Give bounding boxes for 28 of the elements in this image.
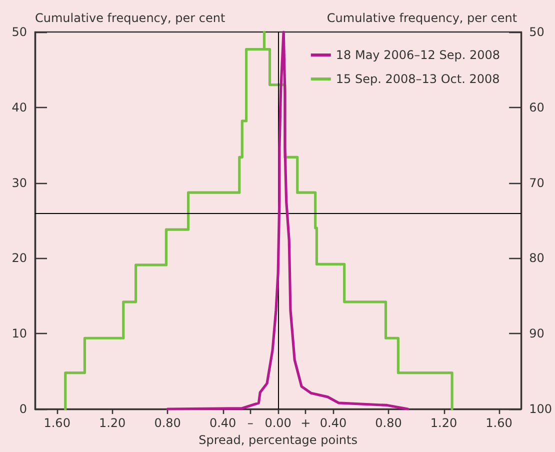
y-tick-label: 10 [12,326,27,341]
x-tick-label: 0.80 [375,416,402,430]
y2-tick-label: 90 [529,326,544,341]
y2-axis-title: Cumulative frequency, per cent [326,11,518,25]
x-tick-label: 1.20 [98,416,126,430]
y2-tick-label: 100 [529,402,552,416]
legend-label: 15 Sep. 2008–13 Oct. 2008 [336,72,500,86]
y2-tick-label: 80 [529,251,544,266]
x-axis-title: Spread, percentage points [198,432,358,447]
legend-label: 18 May 2006–12 Sep. 2008 [336,48,500,62]
x-tick-label: 1.20 [430,416,458,430]
x-tick-label: 1.60 [486,416,512,430]
y2-tick-label: 70 [529,176,544,190]
y-tick-label: 40 [12,100,27,114]
x-tick-label: 1.60 [44,416,70,430]
y2-tick-label: 50 [529,25,544,39]
y-tick-label: 0 [19,402,27,416]
x-tick-label: + [300,416,311,430]
y2-tick-label: 60 [529,100,544,114]
y-tick-label: 20 [12,251,27,266]
x-tick-label: 0.80 [154,416,181,430]
y-tick-label: 30 [12,176,27,190]
y-tick-label: 50 [12,25,27,39]
x-tick-label: 0.40 [320,416,347,430]
y-axis-title: Cumulative frequency, per cent [35,11,226,25]
x-tick-label: – [247,416,254,430]
x-tick-label: 0.40 [209,416,236,430]
x-tick-label: 0.00 [264,416,292,430]
